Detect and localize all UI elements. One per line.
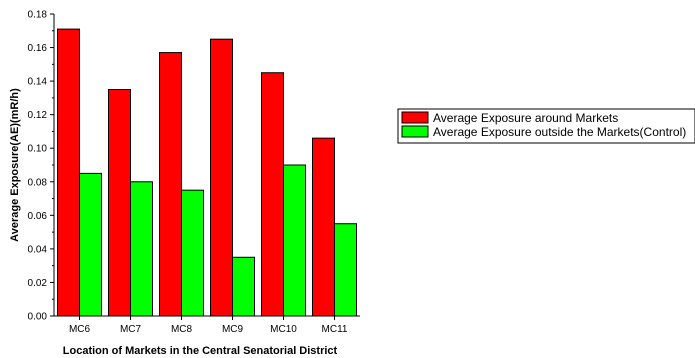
x-tick-label: MC8 bbox=[171, 324, 193, 335]
bar-mc6-series-1 bbox=[57, 28, 80, 317]
x-tick-label: MC10 bbox=[270, 324, 297, 335]
bar-mc10-series-2 bbox=[283, 164, 306, 317]
y-tick-label: 0.16 bbox=[28, 43, 48, 54]
bar-mc10-series-1 bbox=[261, 72, 284, 317]
bar-mc8-series-2 bbox=[181, 189, 204, 317]
bar-mc7-series-2 bbox=[130, 181, 153, 317]
legend-swatch-series-2 bbox=[401, 125, 429, 138]
x-tick-label: MC7 bbox=[120, 324, 142, 335]
bar-mc9-series-2 bbox=[232, 256, 255, 317]
x-tick-label: MC6 bbox=[69, 324, 91, 335]
y-tick-label: 0.18 bbox=[28, 10, 48, 21]
x-axis-title: Location of Markets in the Central Senat… bbox=[63, 345, 338, 357]
y-axis: 0.00 0.02 0.04 0.06 0.08 0.10 0.12 0.14 0.16 0.18 bbox=[28, 10, 55, 323]
bar-mc8-series-1 bbox=[159, 52, 182, 317]
x-tick-label: MC9 bbox=[222, 324, 244, 335]
plot-area bbox=[57, 28, 357, 317]
legend-label-series-2: Average Exposure outside the Markets(Con… bbox=[433, 125, 686, 139]
legend-label-series-1: Average Exposure around Markets bbox=[433, 111, 618, 125]
bar-mc9-series-1 bbox=[210, 38, 233, 317]
y-tick-label: 0.04 bbox=[28, 244, 48, 255]
y-tick-label: 0.08 bbox=[28, 177, 48, 188]
bar-mc7-series-1 bbox=[108, 89, 131, 317]
y-tick-label: 0.14 bbox=[28, 77, 48, 88]
y-tick-label: 0.10 bbox=[28, 144, 48, 155]
y-tick-label: 0.12 bbox=[28, 110, 48, 121]
bar-mc11-series-2 bbox=[334, 223, 357, 317]
y-tick-label: 0.02 bbox=[28, 278, 48, 289]
legend-swatch-series-1 bbox=[401, 111, 429, 124]
y-axis-title: Average Exposure(AE)(mR/h) bbox=[9, 88, 21, 242]
x-tick-label: MC11 bbox=[322, 324, 348, 335]
x-axis: MC6 MC7 MC8 MC9 MC10 MC11 bbox=[54, 315, 360, 335]
y-tick-label: 0.00 bbox=[28, 312, 48, 323]
y-tick-label: 0.06 bbox=[28, 211, 48, 222]
bar-mc6-series-2 bbox=[79, 172, 102, 317]
bar-mc11-series-1 bbox=[312, 137, 335, 317]
legend-box bbox=[397, 108, 695, 144]
